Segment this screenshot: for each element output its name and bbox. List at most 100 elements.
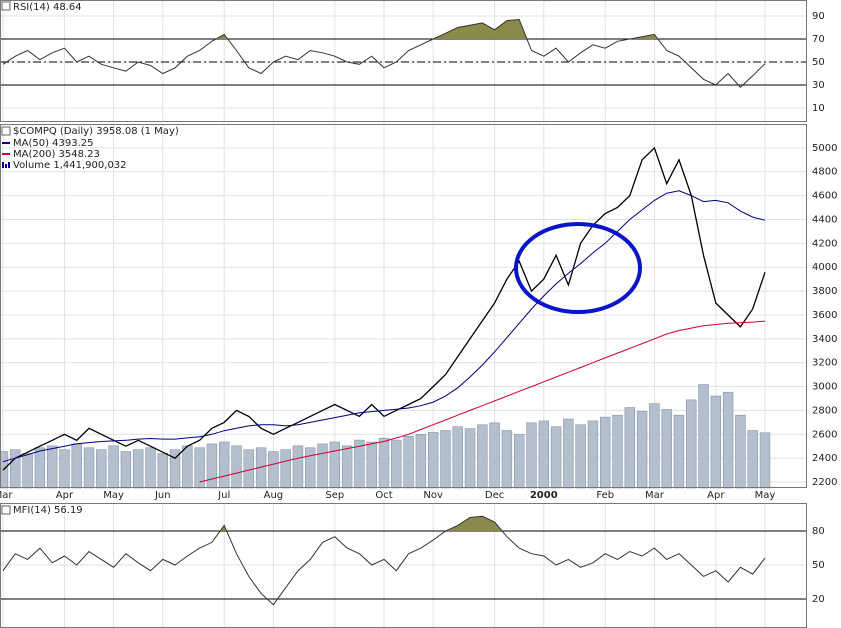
y-tick-label: 4000 (812, 262, 837, 273)
volume-bar (612, 414, 623, 489)
volume-bar (34, 447, 46, 489)
volume-bar (231, 445, 242, 489)
y-tick-label: 2400 (812, 453, 837, 464)
mfi-title: MFI(14) 56.19 (13, 505, 83, 516)
volume-bar (268, 451, 279, 489)
legend-label: MA(50) 4393.25 (13, 138, 94, 149)
y-tick-label: 70 (812, 34, 825, 45)
legend-swatch (5, 164, 7, 168)
y-tick-label: 20 (812, 594, 825, 605)
volume-bar (219, 441, 230, 489)
y-tick-label: 4200 (812, 238, 837, 249)
volume-bar (673, 414, 685, 489)
y-tick-label: 50 (812, 57, 825, 68)
y-tick-label: 3600 (812, 310, 837, 321)
x-tick-label: 2000 (530, 490, 558, 501)
y-tick-label: 2600 (812, 429, 837, 440)
volume-bar (575, 424, 586, 489)
y-tick-label: 4400 (812, 214, 837, 225)
volume-bar (96, 449, 107, 489)
rsi-icon (1, 1, 11, 11)
volume-bar (317, 443, 328, 489)
x-tick-label: Jun (154, 490, 171, 501)
legend-label: MA(200) 3548.23 (13, 149, 100, 160)
volume-bar (636, 411, 648, 489)
x-tick-label: Mar (0, 490, 13, 501)
y-tick-label: 5000 (812, 143, 837, 154)
y-tick-label: 3800 (812, 286, 837, 297)
x-tick-label: Mar (645, 490, 665, 501)
volume-bar (686, 399, 697, 489)
volume-bar (132, 449, 144, 489)
volume-bar (624, 407, 636, 489)
volume-bar (280, 449, 291, 489)
volume-bar (452, 426, 463, 489)
volume-bar (747, 430, 758, 489)
y-tick-label: 90 (812, 11, 825, 22)
volume-bar (477, 424, 488, 489)
x-tick-label: Apr (707, 490, 725, 501)
volume-bar (83, 447, 95, 489)
volume-bar (108, 445, 119, 489)
volume-bar (440, 430, 451, 489)
y-tick-label: 3200 (812, 358, 837, 369)
volume-bar (292, 445, 304, 489)
volume-bar (22, 453, 33, 489)
volume-bar (329, 441, 341, 489)
volume-bar (157, 453, 168, 489)
volume-bar (501, 430, 513, 489)
x-tick-label: Oct (375, 490, 392, 501)
volume-bar (538, 420, 549, 489)
volume-bar (182, 445, 193, 489)
volume-bar (427, 432, 439, 489)
legend-label: Volume 1,441,900,032 (13, 160, 127, 171)
volume-bar (526, 422, 537, 489)
y-tick-label: 3400 (812, 334, 837, 345)
price-title: $COMPQ (Daily) 3958.08 (1 May) (13, 126, 179, 137)
volume-bar (587, 420, 599, 489)
volume-bar (563, 418, 574, 489)
y-tick-label: 10 (812, 103, 825, 114)
moving-average-line (2, 190, 766, 463)
rsi-panel-frame (0, 0, 807, 122)
y-tick-label: 4600 (812, 191, 837, 202)
volume-bar (550, 426, 562, 489)
x-tick-label: Sep (325, 490, 344, 501)
x-tick-label: Dec (485, 490, 504, 501)
volume-bar (759, 432, 771, 489)
y-tick-label: 2200 (812, 477, 837, 488)
volume-bar (489, 422, 500, 489)
volume-bar (722, 391, 734, 489)
price-line (2, 146, 766, 471)
volume-bar (415, 434, 427, 489)
rsi-title: RSI(14) 48.64 (13, 2, 82, 13)
legend-swatch (2, 162, 4, 168)
volume-bar (403, 435, 414, 489)
y-tick-label: 50 (812, 560, 825, 571)
volume-bar (513, 434, 525, 489)
volume-bar (600, 416, 611, 489)
volume-bar (120, 451, 132, 489)
volume-bar (10, 449, 21, 489)
x-tick-label: May (755, 490, 776, 501)
moving-average-line (199, 320, 766, 483)
volume-bar (735, 414, 746, 489)
volume-bar (391, 439, 402, 489)
volume-bar (341, 445, 353, 489)
x-tick-label: Nov (423, 490, 443, 501)
volume-bar (698, 384, 709, 489)
volume-bar (59, 449, 70, 489)
y-tick-label: 2800 (812, 405, 837, 416)
y-tick-label: 4800 (812, 167, 837, 178)
y-tick-label: 30 (812, 80, 825, 91)
indicator-line (2, 515, 766, 606)
x-tick-label: May (103, 490, 124, 501)
highlight-ellipse (514, 222, 642, 314)
volume-bar (378, 437, 390, 489)
price-panel-frame (0, 124, 807, 488)
y-tick-label: 3000 (812, 382, 837, 393)
volume-bar (661, 409, 672, 489)
indicator-line (2, 18, 766, 89)
